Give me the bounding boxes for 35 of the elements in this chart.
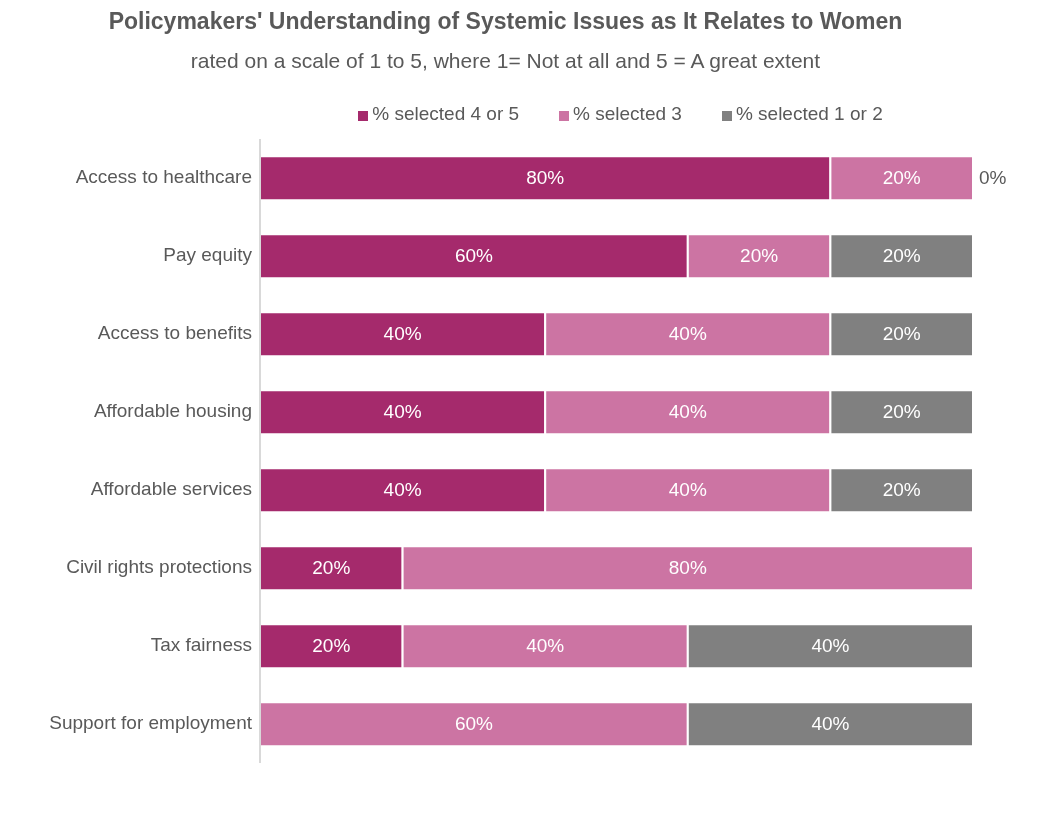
y-tick-label: Tax fairness	[150, 634, 252, 655]
data-label: 40%	[383, 479, 422, 501]
data-label: 20%	[312, 557, 351, 579]
data-label: 20%	[882, 401, 921, 423]
data-label: 20%	[882, 245, 921, 267]
data-label: 40%	[668, 401, 707, 423]
data-label: 40%	[811, 635, 850, 657]
data-label: 60%	[454, 713, 494, 735]
data-label: 40%	[383, 323, 422, 345]
y-tick-label: Pay equity	[163, 244, 253, 265]
y-tick-label: Affordable services	[90, 478, 252, 499]
legend-label: % selected 4 or 5	[372, 103, 520, 124]
data-label: 40%	[668, 323, 707, 345]
data-label: 40%	[811, 713, 850, 735]
data-label: 60%	[454, 245, 494, 267]
data-label: 20%	[882, 479, 921, 501]
data-label: 80%	[668, 557, 707, 579]
data-label: 20%	[882, 167, 921, 189]
data-label: 20%	[882, 323, 921, 345]
legend-label: % selected 3	[573, 103, 682, 124]
data-label: 40%	[383, 401, 422, 423]
y-tick-label: Affordable housing	[93, 400, 252, 421]
chart-subtitle: rated on a scale of 1 to 5, where 1= Not at all and 5 = A great extent	[189, 49, 822, 73]
data-label: 20%	[312, 635, 351, 657]
chart-title: Policymakers' Understanding of Systemic Issues as It Relates to Women	[107, 8, 904, 35]
legend-label: % selected 1 or 2	[735, 103, 883, 124]
data-label: 40%	[668, 479, 707, 501]
data-label: 80%	[526, 167, 565, 189]
y-tick-label: Civil rights protections	[66, 556, 252, 577]
y-tick-label: Access to healthcare	[75, 166, 252, 187]
data-label: 40%	[526, 635, 565, 657]
data-label: 0%	[979, 167, 1007, 189]
y-tick-label: Support for employment	[49, 712, 253, 733]
y-tick-label: Access to benefits	[97, 322, 252, 343]
data-label: 20%	[740, 245, 779, 267]
